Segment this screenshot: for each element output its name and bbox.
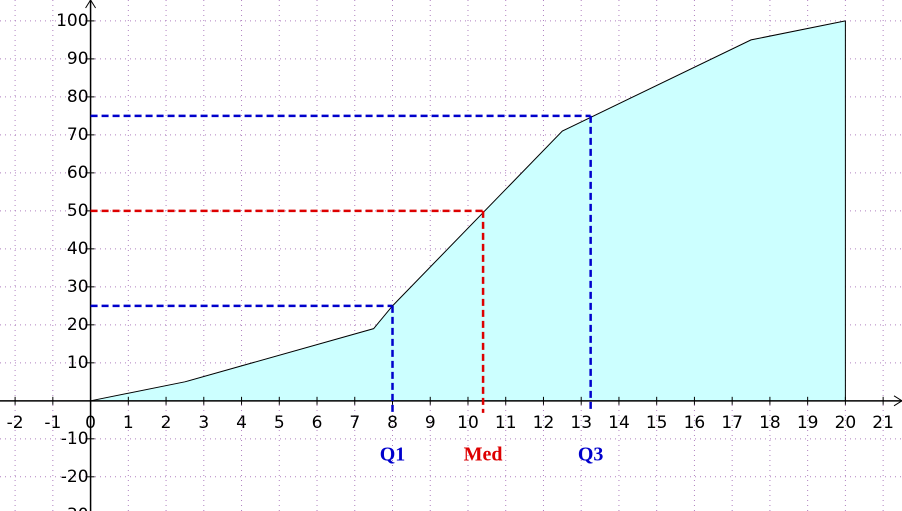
y-tick-label: 70	[67, 125, 89, 145]
x-tick-label: 12	[533, 413, 555, 433]
quartile-label: Q1	[380, 443, 406, 465]
quartile-label: Q3	[578, 443, 604, 465]
x-tick-label: 11	[495, 413, 517, 433]
x-tick-label: 2	[161, 413, 172, 433]
x-tick-label: 18	[759, 413, 781, 433]
y-tick-label: 60	[67, 163, 89, 183]
x-tick-label: 1	[123, 413, 134, 433]
y-tick-label: 40	[67, 239, 89, 259]
x-tick-label: 10	[457, 413, 479, 433]
y-tick-label: 80	[67, 87, 89, 107]
y-tick-label: -30	[61, 505, 89, 511]
x-tick-label: 14	[608, 413, 630, 433]
x-tick-label: 13	[570, 413, 592, 433]
y-tick-label: 10	[67, 353, 89, 373]
x-arrow	[893, 395, 902, 407]
quartile-label: Med	[464, 443, 503, 465]
y-arrow	[85, 0, 97, 9]
x-tick-label: 15	[646, 413, 668, 433]
x-tick-label: 21	[872, 413, 894, 433]
x-tick-label: 17	[721, 413, 743, 433]
x-tick-label: 20	[835, 413, 857, 433]
y-tick-label: 100	[56, 11, 88, 31]
x-tick-label: 4	[236, 413, 247, 433]
x-tick-label: 16	[684, 413, 706, 433]
x-tick-label: 5	[274, 413, 285, 433]
y-tick-label: 30	[67, 277, 89, 297]
y-tick-label: -10	[61, 429, 89, 449]
x-tick-label: 19	[797, 413, 819, 433]
y-tick-label: -20	[61, 467, 89, 487]
x-tick-label: 8	[387, 413, 398, 433]
x-tick-label: 3	[198, 413, 209, 433]
x-tick-label: 6	[312, 413, 323, 433]
y-tick-label: 50	[67, 201, 89, 221]
y-tick-label: 20	[67, 315, 89, 335]
x-tick-label: -2	[7, 413, 24, 433]
area-fill	[90, 20, 846, 401]
x-tick-label: 0	[85, 413, 96, 433]
x-tick-label: 9	[425, 413, 436, 433]
x-tick-label: -1	[44, 413, 61, 433]
x-tick-label: 7	[349, 413, 360, 433]
y-tick-label: 90	[67, 49, 89, 69]
